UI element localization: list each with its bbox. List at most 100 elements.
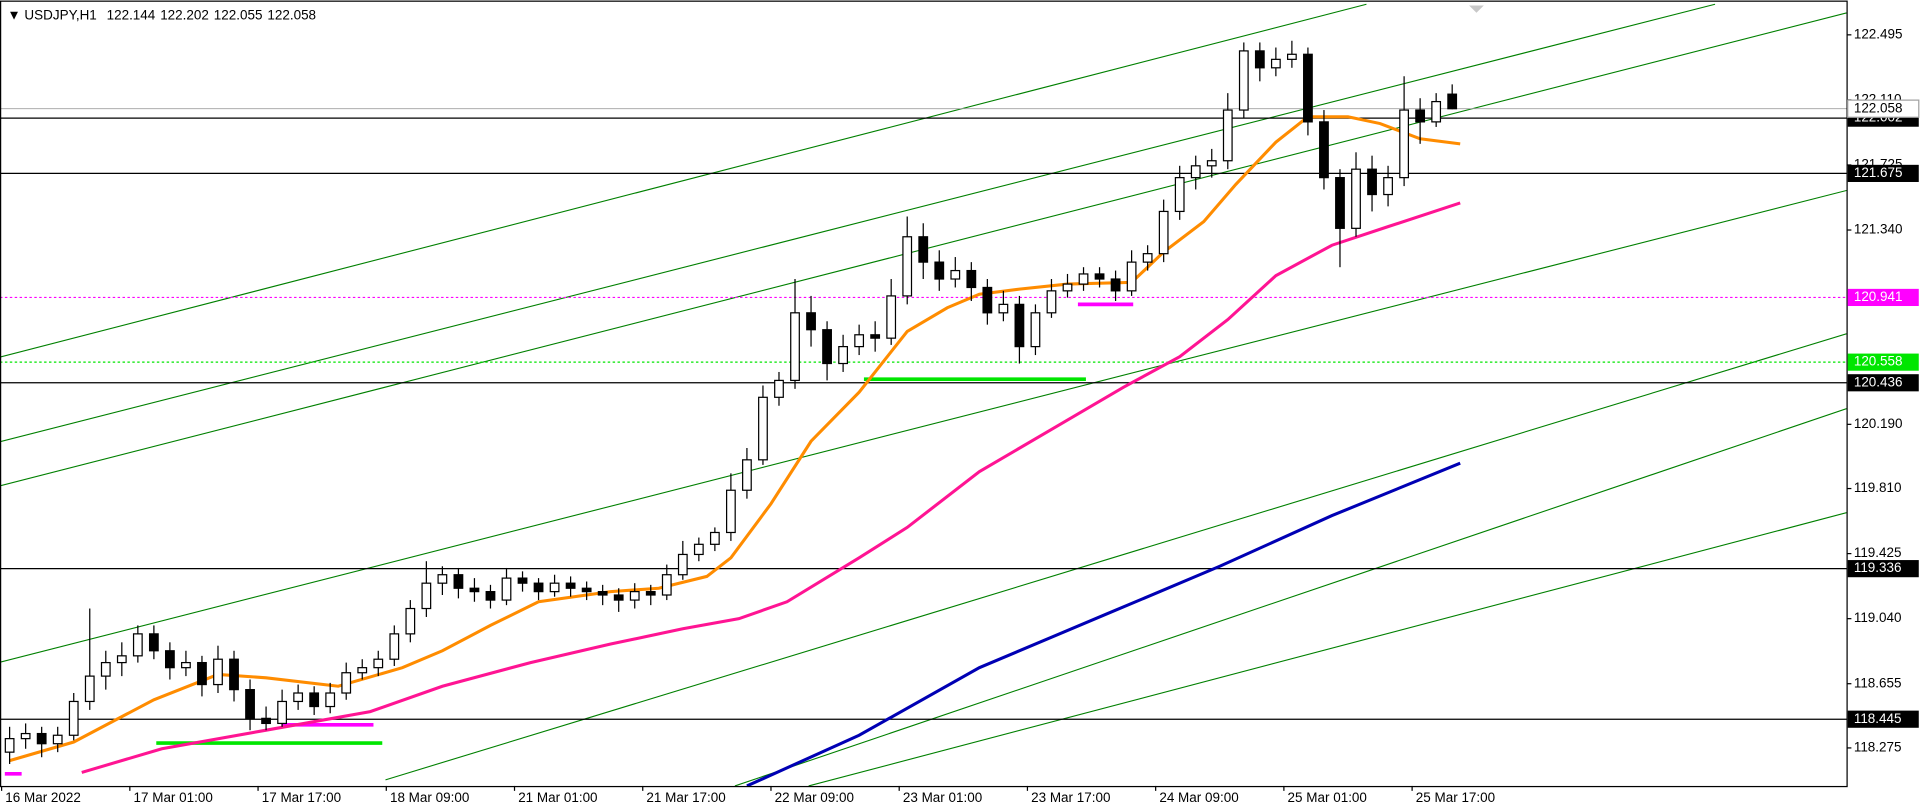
header-low: 122.055 xyxy=(214,7,263,22)
candle-body xyxy=(950,269,961,280)
candle-body xyxy=(1222,109,1233,162)
candle-body xyxy=(565,582,576,589)
candle-body xyxy=(469,587,480,593)
candle-body xyxy=(758,396,768,461)
candle-body xyxy=(854,334,865,348)
candle-body xyxy=(1383,177,1393,196)
header-high: 122.202 xyxy=(160,7,209,22)
candle-body xyxy=(181,661,191,669)
trendline xyxy=(734,408,1847,786)
candle-body xyxy=(693,543,704,556)
candle-body xyxy=(629,591,640,601)
candle-body xyxy=(20,732,31,740)
level-label: 120.436 xyxy=(1854,374,1903,389)
candle-body xyxy=(934,261,945,280)
y-tick-label: 121.340 xyxy=(1854,222,1903,237)
candle-body xyxy=(661,574,672,596)
candle-body xyxy=(1447,93,1458,110)
candle-body xyxy=(213,658,223,686)
trendline xyxy=(385,333,1847,781)
candle-body xyxy=(357,667,368,674)
candle-body xyxy=(1174,177,1185,213)
header-close: 122.058 xyxy=(267,7,316,22)
axes: 122.495122.110121.725121.340120.190119.8… xyxy=(0,26,1920,805)
x-tick-label: 25 Mar 01:00 xyxy=(1288,790,1367,805)
candle-body xyxy=(1431,100,1442,123)
candle-body xyxy=(453,574,464,589)
candle-body xyxy=(1415,109,1426,123)
candle-body xyxy=(1078,273,1089,285)
candle-body xyxy=(485,591,496,601)
candle-body xyxy=(549,582,560,593)
candle-body xyxy=(1238,50,1249,111)
candle-body xyxy=(1030,312,1041,348)
candle-body xyxy=(790,312,800,382)
candle-body xyxy=(806,312,816,331)
y-tick-label: 122.495 xyxy=(1854,26,1903,41)
candle-body xyxy=(325,692,336,708)
x-tick-label: 23 Mar 17:00 xyxy=(1031,790,1110,805)
x-tick-label: 16 Mar 2022 xyxy=(5,790,81,805)
symbol: USDJPY,H1 xyxy=(24,7,96,22)
candle-body xyxy=(1335,177,1345,229)
y-tick-label: 118.655 xyxy=(1854,675,1902,690)
candle-body xyxy=(1270,58,1281,69)
candle-body xyxy=(677,553,688,576)
candle-body xyxy=(1254,50,1265,69)
candle-body xyxy=(197,661,207,686)
candle-body xyxy=(421,582,432,610)
candle-body xyxy=(1046,290,1057,314)
candle-body xyxy=(84,675,95,703)
candle-body xyxy=(341,672,352,694)
candle-body xyxy=(533,582,544,593)
candle-body xyxy=(1319,121,1329,179)
y-tick-label: 119.425 xyxy=(1854,545,1902,560)
candle-body xyxy=(982,286,993,314)
level-label-box xyxy=(1847,164,1919,182)
level-label-box xyxy=(1847,560,1919,578)
x-tick-label: 17 Mar 17:00 xyxy=(262,790,341,805)
candle-body xyxy=(1286,53,1297,60)
candle-body xyxy=(405,607,416,635)
header-arrow: ▼ xyxy=(7,7,24,22)
candle-body xyxy=(886,295,897,339)
candle-body xyxy=(293,692,304,703)
candle-body xyxy=(1303,53,1313,123)
candle-body xyxy=(1399,109,1409,179)
y-tick-label: 119.810 xyxy=(1854,480,1902,495)
level-label: 120.558 xyxy=(1854,354,1903,369)
candle-body xyxy=(1351,168,1361,229)
y-tick-label: 120.190 xyxy=(1854,416,1903,431)
trendline xyxy=(0,3,1716,443)
candle-body xyxy=(148,633,159,652)
candle-body xyxy=(613,594,624,601)
candle-body xyxy=(36,732,47,745)
x-tick-label: 25 Mar 17:00 xyxy=(1416,790,1495,805)
candle-body xyxy=(1158,210,1169,255)
moving-average xyxy=(81,201,1461,774)
candle-body xyxy=(870,334,881,339)
candle-body xyxy=(581,587,592,593)
x-tick-label: 23 Mar 01:00 xyxy=(903,790,982,805)
x-tick-label: 21 Mar 17:00 xyxy=(646,790,725,805)
candle-body xyxy=(277,700,288,725)
candle-body xyxy=(309,692,320,708)
plot-frame xyxy=(0,0,1848,788)
trendline xyxy=(0,189,1847,663)
candle-body xyxy=(1062,283,1073,292)
level-label-box xyxy=(1847,710,1919,728)
candle-body xyxy=(998,303,1009,314)
chart-header: ▼ USDJPY,H1 122.144 122.202 122.055 122.058 xyxy=(7,7,316,22)
candle-body xyxy=(132,633,143,657)
candle-body xyxy=(645,591,656,596)
candle-body xyxy=(52,734,63,745)
candle-body xyxy=(966,269,977,289)
candle-body xyxy=(1110,278,1121,292)
candle-body xyxy=(774,379,784,398)
x-tick-label: 21 Mar 01:00 xyxy=(518,790,597,805)
candle-body xyxy=(1094,273,1105,280)
y-tick-label: 118.275 xyxy=(1854,739,1902,754)
candle-body xyxy=(597,591,608,596)
moving-average xyxy=(746,461,1461,786)
